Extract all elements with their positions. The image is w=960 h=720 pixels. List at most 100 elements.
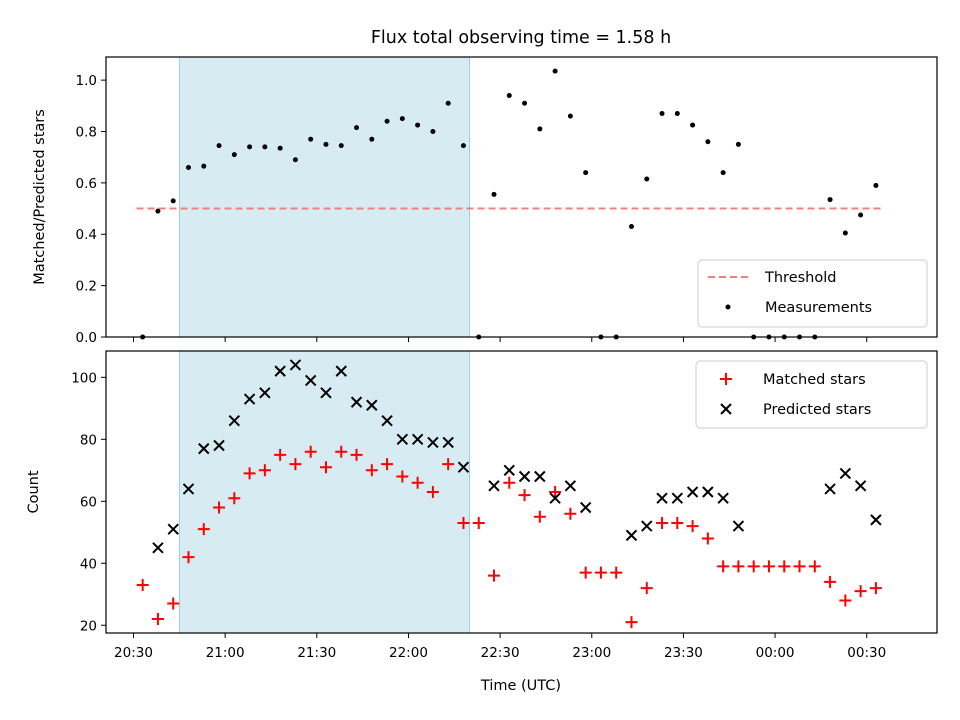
measurement-point — [873, 182, 879, 188]
matched-star-point — [319, 461, 332, 474]
x-tick-label: 00:00 — [756, 645, 795, 661]
bottom-y-tick-label: 100 — [71, 370, 97, 386]
matched-star-point — [625, 616, 638, 629]
predicted-star-point — [289, 359, 302, 371]
matched-star-point — [136, 578, 149, 591]
top-y-tick-label: 1.0 — [76, 73, 97, 89]
x-tick-label: 22:30 — [481, 645, 520, 661]
matched-star-point — [732, 560, 745, 573]
x-tick-label: 23:00 — [572, 645, 611, 661]
observing-window-shade — [178, 56, 470, 338]
matched-star-point — [365, 464, 378, 477]
top-x-ticks — [132, 337, 868, 342]
bottom-y-axis: 20 40 60 80 100 — [71, 370, 106, 634]
predicted-star-point — [442, 436, 454, 449]
measurement-point — [552, 68, 558, 74]
matched-star-point — [274, 448, 287, 461]
matched-star-point — [549, 486, 562, 498]
matched-star-point — [824, 575, 837, 588]
predicted-star-point — [641, 520, 653, 532]
measurement-point — [231, 152, 237, 158]
matched-star-point — [442, 458, 455, 471]
measurement-point — [262, 144, 268, 150]
predicted-star-point — [564, 480, 577, 492]
measurement-point — [155, 208, 161, 214]
matched-star-point — [686, 520, 699, 533]
matched-star-point — [396, 470, 409, 483]
predicted-star-point — [243, 393, 256, 405]
measurement-point — [659, 111, 665, 117]
measurement-point — [415, 122, 421, 128]
bottom-y-tick-label: 20 — [80, 618, 97, 634]
predicted-star-point — [671, 492, 684, 504]
matched-star-point — [503, 476, 516, 489]
matched-star-point — [472, 516, 485, 529]
measurement-point — [277, 145, 283, 151]
measurement-point — [506, 93, 512, 99]
predicted-star-point — [274, 365, 286, 377]
predicted-star-point — [518, 470, 531, 483]
x-tick-label: 23:30 — [664, 645, 703, 661]
matched-star-point — [243, 467, 256, 480]
predicted-star-point — [198, 442, 210, 455]
measurement-point — [827, 197, 833, 203]
measurement-point — [170, 198, 176, 204]
measurement-point — [690, 122, 696, 128]
matched-star-point — [564, 507, 577, 520]
chart-title: Flux total observing time = 1.58 h — [371, 28, 671, 48]
predicted-star-point — [259, 387, 271, 399]
matched-star-point — [488, 569, 501, 582]
predicted-star-point — [366, 399, 378, 411]
x-axis-label: Time (UTC) — [480, 678, 561, 694]
predicted-star-point — [503, 464, 515, 477]
measurement-point — [384, 118, 390, 124]
legend-matched-swatch — [720, 373, 732, 385]
predicted-star-point — [381, 415, 393, 427]
bottom-shaded-interval — [178, 350, 470, 634]
bottom-y-tick-label: 80 — [80, 432, 97, 448]
measurement-point — [567, 113, 573, 119]
top-shaded-interval — [178, 56, 470, 338]
matched-star-point — [289, 458, 302, 471]
predicted-star-point — [549, 492, 561, 504]
matched-stars-points — [136, 445, 882, 629]
measurement-point — [705, 139, 711, 145]
observing-window-shade — [178, 350, 470, 634]
matched-star-point — [778, 560, 791, 573]
predicted-star-point — [839, 467, 852, 480]
measurement-point — [369, 136, 375, 142]
bottom-legend-box — [695, 360, 928, 429]
measurement-point — [491, 191, 497, 197]
matched-star-point — [610, 566, 623, 579]
matched-star-point — [151, 613, 164, 626]
measurement-point — [430, 128, 436, 134]
top-y-tick-label: 0.4 — [76, 227, 97, 243]
bottom-x-axis: 20:30 21:00 21:30 22:00 22:30 23:00 23:30 00:00… — [114, 633, 886, 661]
bottom-y-axis-label: Count — [26, 470, 42, 513]
matched-star-point — [808, 560, 821, 573]
measurement-points — [140, 68, 879, 340]
bottom-y-tick-label: 60 — [80, 494, 97, 510]
measurement-point — [185, 164, 191, 170]
predicted-star-point — [335, 365, 347, 377]
matched-star-point — [671, 516, 684, 529]
matched-star-point — [747, 560, 760, 573]
matched-star-point — [335, 445, 348, 458]
matched-star-point — [839, 594, 852, 607]
measurement-point — [308, 136, 314, 142]
predicted-star-point — [396, 433, 409, 446]
top-y-axis-label: Matched/Predicted stars — [32, 109, 48, 285]
predicted-star-point — [457, 461, 470, 473]
matched-star-point — [533, 510, 546, 523]
measurement-point — [858, 212, 864, 218]
measurement-point — [338, 143, 344, 149]
matched-star-point — [656, 516, 669, 529]
matched-star-point — [381, 458, 394, 471]
legend-measurements-swatch — [725, 304, 731, 310]
predicted-star-point — [702, 486, 714, 498]
predicted-star-point — [534, 470, 546, 483]
measurement-point — [583, 170, 589, 176]
measurement-point — [399, 116, 405, 122]
